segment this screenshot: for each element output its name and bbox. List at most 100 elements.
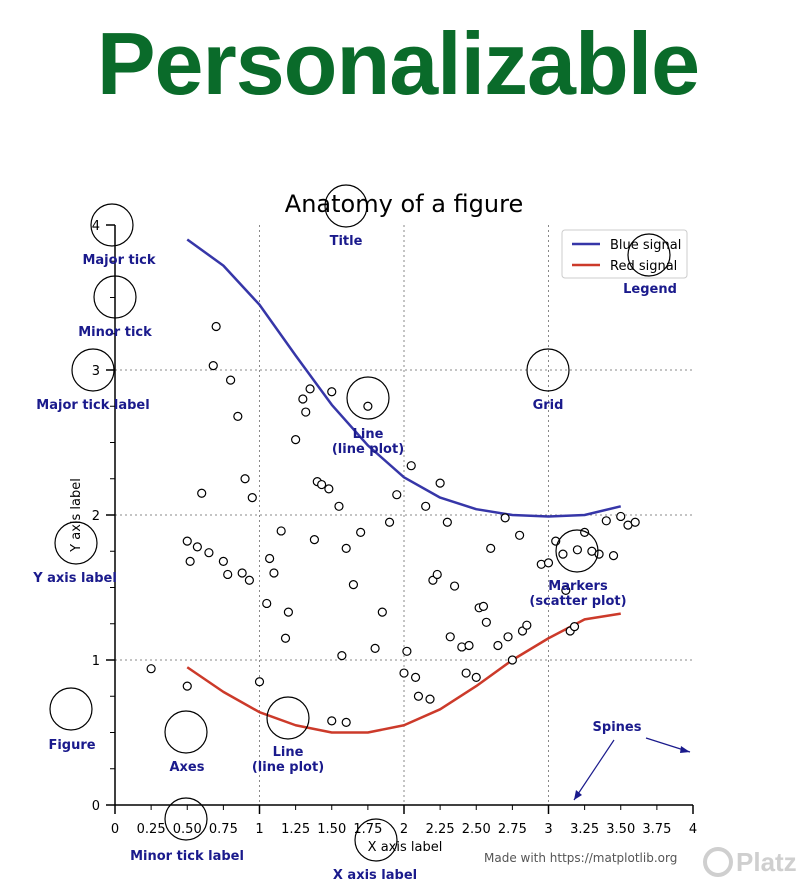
scatter-point (500, 513, 510, 523)
annotations: Title Major tick Minor tick Major tick labe… (32, 184, 691, 883)
annotation-circle (627, 233, 671, 277)
scatter-point (211, 321, 221, 332)
annotation-label-axes: Axes (169, 760, 204, 775)
scatter-point (392, 490, 402, 500)
annotation-circle (266, 696, 310, 740)
scatter-point (486, 543, 496, 553)
scatter-point (630, 517, 640, 527)
scatter-point (208, 361, 218, 371)
annotation-label-line-blue: Line (353, 427, 384, 442)
platzi-logo-icon (703, 847, 733, 877)
scatter-point (410, 672, 421, 683)
scatter-point (237, 568, 247, 578)
y-axis-label: Y axis label (69, 478, 84, 553)
scatter-point (370, 643, 380, 654)
x-minor-tick-label: 1.50 (317, 822, 346, 837)
figure-text: 0 1 2 3 40.25 0.50 0.75 1.25 1.50 1.75 2.25 2.50 2.7… (69, 190, 796, 877)
annotation-circle (354, 818, 398, 862)
spine-arrow-bottom (573, 739, 615, 801)
scatter-point (522, 620, 532, 630)
scatter-point (536, 559, 546, 569)
annotation-circle (164, 710, 208, 754)
annotation-circle (93, 275, 137, 319)
scatter-point (276, 526, 286, 536)
annotation-circle (555, 529, 599, 573)
x-minor-tick-label: 0.75 (209, 822, 238, 837)
annotation-label-line-red: (line plot) (252, 760, 324, 775)
scatter-point (254, 677, 265, 687)
annotation-circle (90, 203, 134, 247)
spine-arrowhead-bottom (574, 790, 582, 800)
annotation-label-figure: Figure (48, 738, 95, 753)
scatter-point (608, 550, 619, 561)
scatter-point (432, 569, 442, 580)
scatter-point (348, 579, 359, 590)
plot-series (146, 238, 640, 734)
scatter-point (514, 530, 525, 540)
annotation-circle (526, 348, 570, 392)
chart-title: Anatomy of a figure (285, 190, 523, 218)
scatter-point (265, 553, 275, 564)
scatter-point (341, 717, 351, 727)
annotation-label-major-tick: Major tick (82, 253, 155, 268)
annotation-circle (164, 797, 208, 841)
scatter-point (435, 478, 445, 488)
x-major-tick-label: 1 (255, 822, 263, 837)
y-major-tick-label: 1 (92, 654, 100, 669)
x-major-tick-label: 3 (544, 822, 552, 837)
scatter-point (244, 575, 254, 585)
scatter-point (185, 556, 195, 567)
x-minor-tick-label: 3.50 (606, 822, 635, 837)
scatter-point (341, 543, 351, 553)
scatter-point (616, 511, 626, 522)
annotation-circle (54, 521, 98, 565)
annotation-label-grid: Grid (533, 398, 564, 413)
annotation-circle (324, 184, 368, 228)
scatter-point (204, 548, 214, 558)
x-minor-tick-label: 0.25 (137, 822, 166, 837)
scatter-point (262, 598, 272, 609)
scatter-point (561, 585, 571, 596)
scatter-point (240, 474, 250, 484)
scatter-point (481, 617, 491, 627)
annotation-label-line-red: Line (273, 745, 304, 760)
scatter-point (247, 493, 257, 503)
scatter-point (413, 691, 424, 701)
scatter-point (572, 545, 583, 555)
scatter-point (442, 517, 452, 527)
y-major-tick-label: 2 (92, 509, 100, 524)
annotation-label-major-tick-label: Major tick label (36, 398, 149, 413)
ticks (106, 224, 694, 814)
scatter-point (493, 640, 503, 651)
scatter-point (464, 640, 474, 651)
x-minor-tick-label: 3.75 (642, 822, 671, 837)
scatter-point (280, 633, 291, 643)
scatter-point (291, 435, 301, 445)
annotation-label-x-axis-label: X axis label (333, 868, 417, 883)
annotation-circle (71, 348, 115, 392)
scatter-point (337, 651, 347, 661)
annotation-label-minor-tick-label: Minor tick label (130, 849, 244, 864)
scatter-point (197, 488, 207, 498)
legend: Blue signal Red signal (561, 229, 688, 279)
scatter-point (601, 516, 611, 526)
scatter-point (324, 484, 334, 494)
legend-entry-label: Blue signal (610, 238, 681, 253)
scatter-point (305, 384, 315, 394)
scatter-point (327, 716, 337, 726)
scatter-point (399, 668, 409, 678)
scatter-point (558, 549, 568, 559)
scatter-point (503, 632, 513, 642)
scatter-point (457, 642, 467, 652)
y-major-tick-label: 3 (92, 364, 100, 379)
scatter-point (363, 401, 373, 411)
scatter-point (461, 668, 471, 678)
scatter-point (569, 622, 580, 632)
scatter-point (298, 394, 308, 404)
annotation-label-y-axis-label: Y axis label (32, 571, 117, 586)
scatter-point (356, 527, 366, 538)
scatter-point (543, 558, 554, 568)
scatter-point (223, 569, 233, 580)
annotation-label-legend: Legend (623, 282, 677, 297)
